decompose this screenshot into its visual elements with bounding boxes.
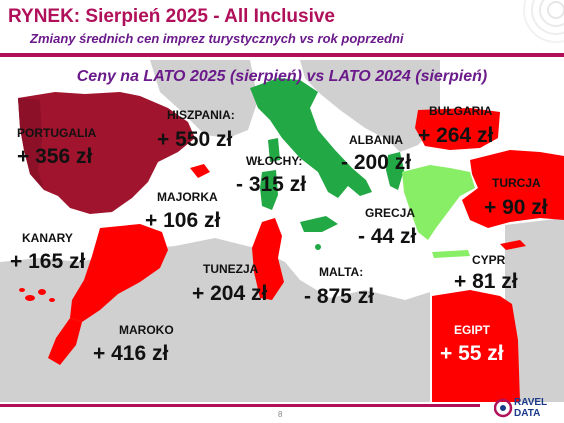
label-greece-name: GRECJA: [365, 206, 416, 220]
page-title: RYNEK: Sierpień 2025 - All Inclusive: [8, 6, 335, 27]
travel-data-logo: RAVEL DATA: [493, 395, 560, 421]
label-malta-name: MALTA:: [319, 265, 364, 279]
label-majorca-name: MAJORKA: [157, 190, 218, 204]
label-tunisia-value: + 204 zł: [192, 282, 268, 305]
label-portugal-value: + 356 zł: [17, 145, 93, 168]
label-cyprus-name: CYPR: [472, 253, 506, 267]
logo-text-line2: DATA: [514, 408, 541, 419]
decorative-circles-icon: [523, 0, 564, 43]
label-malta-value: - 875 zł: [304, 285, 375, 308]
label-bulgaria-name: BUŁGARIA: [429, 104, 493, 118]
label-morocco-name: MAROKO: [119, 323, 174, 337]
label-turkey-value: + 90 zł: [484, 196, 548, 219]
label-turkey-name: TURCJA: [492, 176, 541, 190]
label-greece-value: - 44 zł: [358, 225, 417, 248]
page-number: 8: [278, 410, 283, 419]
region-crete-shape: [432, 250, 470, 258]
region-bulgaria-shape: [415, 108, 500, 150]
label-portugal-name: PORTUGALIA: [17, 126, 97, 140]
land-middle-east: [505, 218, 564, 402]
label-egypt-name: EGIPT: [454, 323, 491, 337]
region-portugal-shape: [18, 98, 44, 190]
land-europe-north: [150, 60, 258, 138]
logo-mark-icon: [493, 398, 513, 418]
label-italy-value: - 315 zł: [236, 173, 307, 196]
header-divider: [0, 53, 564, 57]
region-greece-shape: [402, 165, 475, 240]
region-morocco-south-shape: [48, 318, 82, 365]
footer-divider: [0, 404, 480, 407]
label-morocco-value: + 416 zł: [93, 342, 169, 365]
logo-text-line1: RAVEL: [514, 397, 548, 408]
label-spain-name: HISZPANIA:: [167, 108, 235, 122]
region-sicily-shape: [300, 216, 338, 232]
mediterranean-map: [0, 60, 564, 402]
region-corsica-shape: [268, 138, 280, 162]
label-canary-value: + 165 zł: [10, 250, 86, 273]
label-bulgaria-value: + 264 zł: [418, 124, 494, 147]
label-canary-name: KANARY: [22, 231, 73, 245]
label-egypt-value: + 55 zł: [440, 342, 504, 365]
label-tunisia-name: TUNEZJA: [203, 262, 259, 276]
map-title: Ceny na LATO 2025 (sierpień) vs LATO 202…: [76, 68, 488, 85]
label-cyprus-value: + 81 zł: [454, 270, 518, 293]
label-spain-value: + 550 zł: [157, 128, 233, 151]
region-egypt-shape: [432, 290, 520, 402]
region-morocco-shape: [70, 224, 168, 322]
page-subtitle: Zmiany średnich cen imprez turystycznych…: [30, 31, 404, 46]
label-albania-value: - 200 zł: [341, 151, 412, 174]
region-sardinia-shape: [260, 170, 278, 210]
region-turkey-shape: [462, 150, 564, 228]
region-canary-islands-shape: [19, 288, 55, 302]
land-balkans: [300, 60, 440, 152]
region-malta-shape: [315, 244, 321, 250]
region-albania-shape: [386, 152, 404, 190]
label-italy-name: WŁOCHY:: [246, 154, 303, 168]
label-albania-name: ALBANIA: [349, 133, 403, 147]
region-iberia-shape: [18, 92, 195, 214]
region-majorca-shape: [190, 164, 210, 178]
region-tunisia-shape: [252, 218, 284, 300]
label-majorca-value: + 106 zł: [145, 209, 221, 232]
region-italy-shape: [250, 78, 372, 198]
region-cyprus-shape: [500, 240, 526, 250]
